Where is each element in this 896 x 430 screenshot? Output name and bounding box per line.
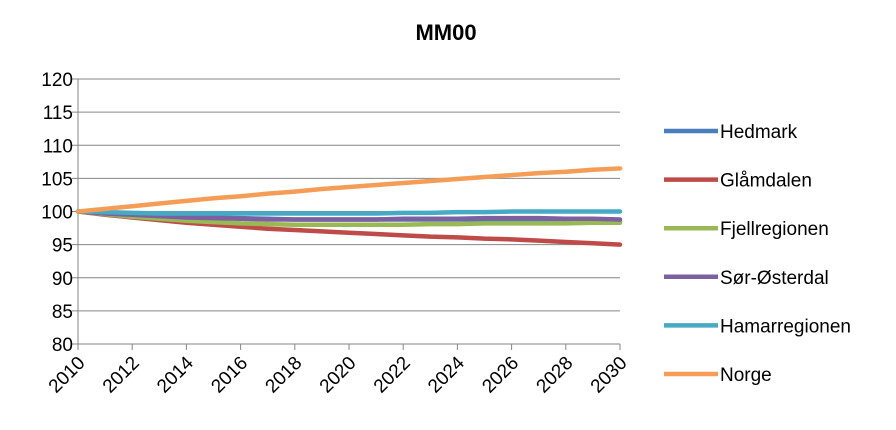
- legend-label: Hedmark: [720, 122, 798, 143]
- x-tick-label: 2014: [153, 352, 198, 397]
- y-tick-label: 90: [52, 269, 73, 290]
- series-line-2: [75, 209, 623, 227]
- series-line-3: [75, 209, 623, 222]
- legend-label: Norge: [720, 365, 772, 386]
- x-tick-label: 2030: [587, 353, 632, 398]
- x-tick-label: 2028: [533, 353, 578, 398]
- x-tick-label: 2022: [370, 353, 415, 398]
- y-tick-label: 85: [52, 302, 73, 323]
- y-tick-label: 80: [52, 335, 73, 356]
- legend-label: Sør-Østerdal: [720, 268, 829, 289]
- y-tick-label: 110: [43, 136, 73, 157]
- legend-label: Hamarregionen: [720, 316, 851, 337]
- series-line-4: [75, 209, 623, 216]
- y-tick-label: 105: [41, 169, 73, 190]
- series-lines: [75, 166, 623, 247]
- y-tick-label: 115: [43, 103, 73, 124]
- series-line-5: [75, 166, 623, 214]
- legend: Hedmark Glåmdalen Fjellregionen Sør-Østerda…: [664, 122, 851, 386]
- x-tick-label: 2024: [424, 352, 469, 397]
- x-tick-label: 2026: [478, 353, 523, 398]
- x-tick-label: 2016: [207, 353, 252, 398]
- legend-label: Glåmdalen: [720, 171, 812, 192]
- legend-label: Fjellregionen: [720, 219, 829, 240]
- x-tick-label: 2012: [99, 353, 144, 398]
- x-tick-label: 2020: [316, 353, 361, 398]
- x-tick-label: 2018: [262, 353, 307, 398]
- y-tick-label: 120: [41, 70, 73, 91]
- y-tick-label: 95: [52, 236, 73, 257]
- y-tick-label: 100: [41, 203, 73, 224]
- chart-title: MM00: [415, 20, 476, 45]
- x-tick-label: 2010: [45, 353, 90, 398]
